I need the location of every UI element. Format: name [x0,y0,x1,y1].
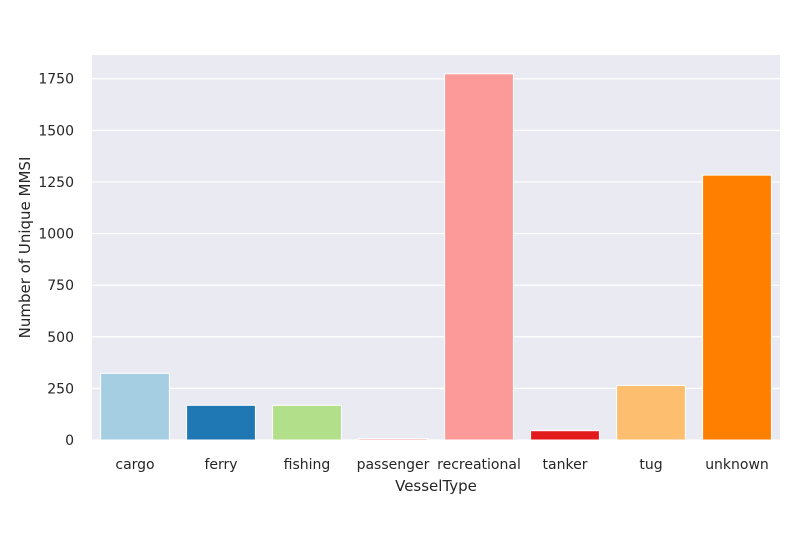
y-tick-label: 1500 [38,123,74,139]
x-tick-label: unknown [705,457,769,473]
x-tick-label: tug [639,457,662,473]
grid-lines [92,78,780,441]
bar-unknown [702,174,772,441]
bar-ferry [186,404,256,441]
bar-cargo [100,372,170,441]
y-tick-label: 0 [65,433,74,449]
y-tick-label: 1750 [38,72,74,88]
bars [100,73,772,441]
y-tick-label: 1250 [38,175,74,191]
x-tick-label: passenger [357,457,430,473]
y-tick-labels: 0 250 500 750 1000 1250 1500 1750 [38,72,74,449]
x-tick-label: tanker [543,457,588,473]
x-tick-label: cargo [115,457,154,473]
bar-passenger [358,438,428,441]
bar-tanker [530,430,600,441]
x-tick-label: fishing [284,457,331,473]
y-tick-label: 500 [47,330,74,346]
bar-recreational [444,73,514,441]
bar-tug [616,385,686,441]
y-tick-label: 750 [47,278,74,294]
x-axis-label: VesselType [395,477,477,495]
bar-fishing [272,404,342,441]
y-tick-label: 250 [47,381,74,397]
y-tick-label: 1000 [38,227,74,243]
x-tick-label: recreational [437,457,521,473]
y-axis-label: Number of Unique MMSI [16,157,34,339]
x-tick-labels: cargo ferry fishing passenger recreational ta… [115,457,768,473]
x-tick-label: ferry [204,457,237,473]
plot-background [92,55,780,440]
